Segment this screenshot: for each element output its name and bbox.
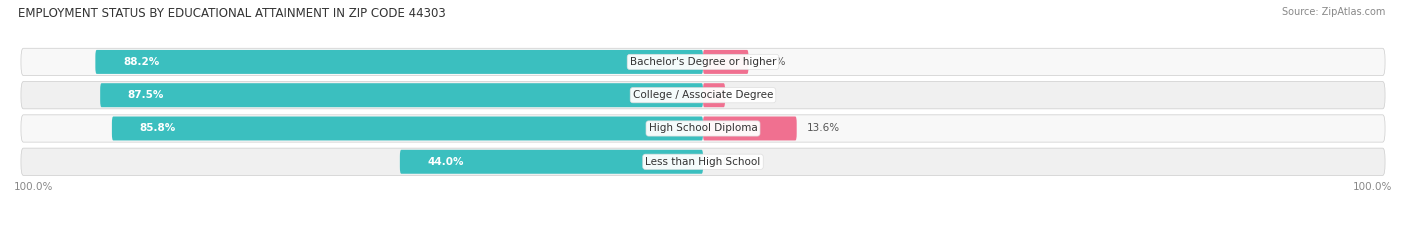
Text: 88.2%: 88.2% xyxy=(122,57,159,67)
Text: Source: ZipAtlas.com: Source: ZipAtlas.com xyxy=(1281,7,1385,17)
FancyBboxPatch shape xyxy=(112,116,703,140)
Text: Less than High School: Less than High School xyxy=(645,157,761,167)
Text: 44.0%: 44.0% xyxy=(427,157,464,167)
Text: 100.0%: 100.0% xyxy=(1353,182,1392,192)
Text: Bachelor's Degree or higher: Bachelor's Degree or higher xyxy=(630,57,776,67)
FancyBboxPatch shape xyxy=(96,50,703,74)
Text: EMPLOYMENT STATUS BY EDUCATIONAL ATTAINMENT IN ZIP CODE 44303: EMPLOYMENT STATUS BY EDUCATIONAL ATTAINM… xyxy=(18,7,446,20)
Text: 3.2%: 3.2% xyxy=(735,90,762,100)
Text: 85.8%: 85.8% xyxy=(139,123,176,134)
FancyBboxPatch shape xyxy=(21,82,1385,109)
FancyBboxPatch shape xyxy=(703,116,797,140)
Text: High School Diploma: High School Diploma xyxy=(648,123,758,134)
FancyBboxPatch shape xyxy=(21,115,1385,142)
Text: 0.0%: 0.0% xyxy=(713,157,740,167)
Text: 100.0%: 100.0% xyxy=(14,182,53,192)
Text: 6.6%: 6.6% xyxy=(759,57,786,67)
Text: College / Associate Degree: College / Associate Degree xyxy=(633,90,773,100)
FancyBboxPatch shape xyxy=(21,48,1385,75)
FancyBboxPatch shape xyxy=(21,148,1385,175)
FancyBboxPatch shape xyxy=(703,83,725,107)
FancyBboxPatch shape xyxy=(703,50,748,74)
FancyBboxPatch shape xyxy=(399,150,703,174)
Text: 87.5%: 87.5% xyxy=(128,90,165,100)
FancyBboxPatch shape xyxy=(100,83,703,107)
Text: 13.6%: 13.6% xyxy=(807,123,841,134)
